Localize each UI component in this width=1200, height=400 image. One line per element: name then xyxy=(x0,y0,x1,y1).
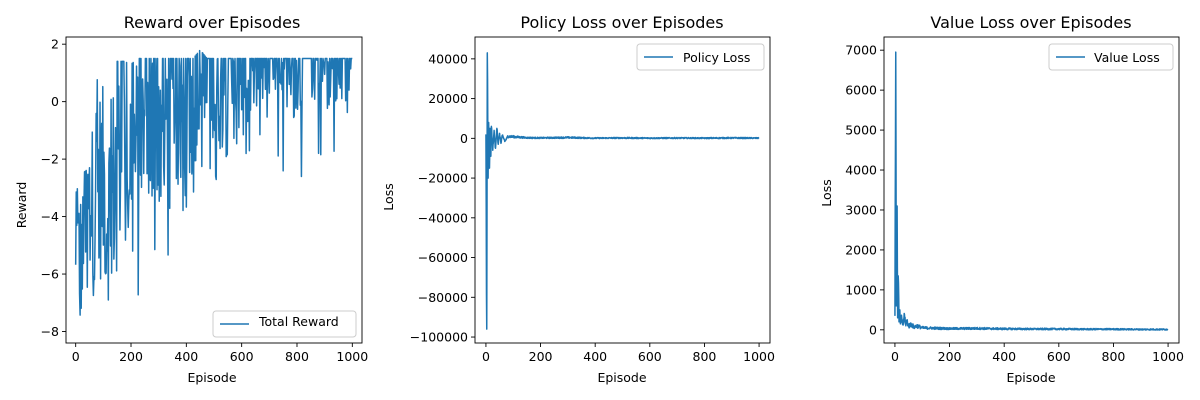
reward-y-tick-label: 2 xyxy=(51,37,59,52)
policy-loss-y-tick-label: −80000 xyxy=(418,290,468,305)
value-loss-x-tick-label: 200 xyxy=(938,349,962,364)
reward-y-tick-label: −4 xyxy=(41,209,59,224)
value-loss-x-tick-label: 400 xyxy=(992,349,1016,364)
value-loss-y-tick-label: 5000 xyxy=(845,123,877,138)
reward-x-tick-label: 800 xyxy=(285,349,309,364)
reward-x-axis-label: Episode xyxy=(187,370,236,385)
policy-loss-y-tick-label: −100000 xyxy=(410,330,468,345)
value-loss-x-tick-label: 800 xyxy=(1102,349,1126,364)
policy-loss-y-tick-label: 20000 xyxy=(428,91,468,106)
policy-loss-x-tick-label: 400 xyxy=(583,349,607,364)
policy-loss-y-tick-label: −40000 xyxy=(418,210,468,225)
value-loss-y-tick-label: 3000 xyxy=(845,202,877,217)
value-loss-y-tick-label: 4000 xyxy=(845,163,877,178)
value-loss-x-tick-label: 0 xyxy=(891,349,899,364)
policy-loss-y-tick-label: −20000 xyxy=(418,171,468,186)
policy-loss-x-axis-label: Episode xyxy=(597,370,646,385)
reward-legend-box xyxy=(212,310,357,338)
value-loss-plot-area: 0 200 400 600 800 1000 7000 6000 5000 4000 3000 200… xyxy=(845,36,1184,364)
reward-plot-area: 0 200 400 600 800 1000 2 0 −2 −4 −6 −8 xyxy=(41,36,368,364)
value-loss-y-axis-label: Loss xyxy=(819,179,834,206)
value-loss-y-tick-label: 2000 xyxy=(845,242,877,257)
value-loss-legend-label: Value Loss xyxy=(1094,50,1160,65)
value-loss-y-tick-label: 1000 xyxy=(845,282,877,297)
policy-loss-y-tick-label: 0 xyxy=(460,131,468,146)
value-loss-chart-title: Value Loss over Episodes xyxy=(930,13,1131,32)
reward-series-line xyxy=(74,49,353,316)
policy-loss-x-tick-label: 0 xyxy=(482,349,490,364)
reward-y-axis-label: Reward xyxy=(14,182,29,229)
reward-x-tick-label: 600 xyxy=(230,349,254,364)
value-loss-series-line xyxy=(894,51,1169,331)
policy-loss-y-tick-label: −60000 xyxy=(418,250,468,265)
value-loss-y-tick-label: 6000 xyxy=(845,83,877,98)
policy-loss-x-tick-label: 1000 xyxy=(743,349,775,364)
value-loss-axes-frame xyxy=(883,36,1180,344)
value-loss-chart: 0 200 400 600 800 1000 7000 6000 5000 4000 3000 200… xyxy=(819,13,1184,385)
policy-loss-legend-label: Policy Loss xyxy=(683,50,750,65)
reward-x-tick-label: 200 xyxy=(119,349,143,364)
value-loss-y-tick-label: 0 xyxy=(869,322,877,337)
reward-y-tick-label: −2 xyxy=(41,152,59,167)
reward-chart-title: Reward over Episodes xyxy=(124,13,301,32)
policy-loss-axes-frame xyxy=(474,36,771,344)
policy-loss-x-tick-label: 200 xyxy=(529,349,553,364)
reward-legend-label: Total Reward xyxy=(258,314,339,329)
reward-chart: 0 200 400 600 800 1000 2 0 −2 −4 −6 −8 Reward over … xyxy=(14,13,368,385)
policy-loss-series-line xyxy=(485,52,760,330)
reward-y-tick-label: −6 xyxy=(41,267,59,282)
value-loss-y-tick-label: 7000 xyxy=(845,43,877,58)
value-loss-legend-box xyxy=(1048,43,1174,71)
reward-x-tick-label: 400 xyxy=(174,349,198,364)
policy-loss-x-tick-label: 800 xyxy=(693,349,717,364)
policy-loss-y-tick-label: 40000 xyxy=(428,51,468,66)
reward-axes-frame xyxy=(65,36,363,344)
value-loss-x-tick-label: 1000 xyxy=(1152,349,1184,364)
reward-y-tick-label: 0 xyxy=(51,94,59,109)
value-loss-x-axis-label: Episode xyxy=(1006,370,1055,385)
policy-loss-legend-box xyxy=(636,43,765,71)
reward-x-tick-label: 0 xyxy=(72,349,80,364)
reward-x-tick-label: 1000 xyxy=(336,349,368,364)
value-loss-x-tick-label: 600 xyxy=(1047,349,1071,364)
policy-loss-chart-title: Policy Loss over Episodes xyxy=(520,13,723,32)
policy-loss-chart: 0 200 400 600 800 1000 40000 20000 0 −20000 −40000… xyxy=(381,13,775,385)
policy-loss-y-axis-label: Loss xyxy=(381,183,396,210)
reward-y-tick-label: −8 xyxy=(41,324,59,339)
policy-loss-plot-area: 0 200 400 600 800 1000 40000 20000 0 −20000 −40000… xyxy=(410,36,775,364)
policy-loss-x-tick-label: 600 xyxy=(638,349,662,364)
